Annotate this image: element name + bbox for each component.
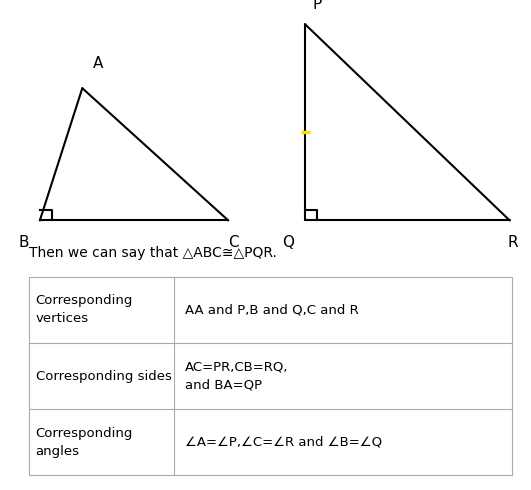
Text: Corresponding
vertices: Corresponding vertices bbox=[36, 294, 133, 325]
Text: AC=PR,CB=RQ,
and BA=QP: AC=PR,CB=RQ, and BA=QP bbox=[185, 361, 288, 392]
Text: R: R bbox=[507, 235, 518, 250]
Text: Then we can say that △ABC≅△PQR.: Then we can say that △ABC≅△PQR. bbox=[29, 245, 277, 260]
Text: AA and P,B and Q,C and R: AA and P,B and Q,C and R bbox=[185, 303, 358, 317]
Text: Corresponding
angles: Corresponding angles bbox=[36, 427, 133, 458]
Bar bbox=[29, 277, 512, 475]
Text: ∠A=∠P,∠C=∠R and ∠B=∠Q: ∠A=∠P,∠C=∠R and ∠B=∠Q bbox=[185, 436, 382, 449]
Text: B: B bbox=[19, 235, 29, 250]
Text: Q: Q bbox=[282, 235, 294, 250]
Text: Corresponding sides: Corresponding sides bbox=[36, 369, 172, 383]
Text: A: A bbox=[93, 56, 104, 71]
Text: P: P bbox=[312, 0, 321, 12]
Text: C: C bbox=[228, 235, 239, 250]
